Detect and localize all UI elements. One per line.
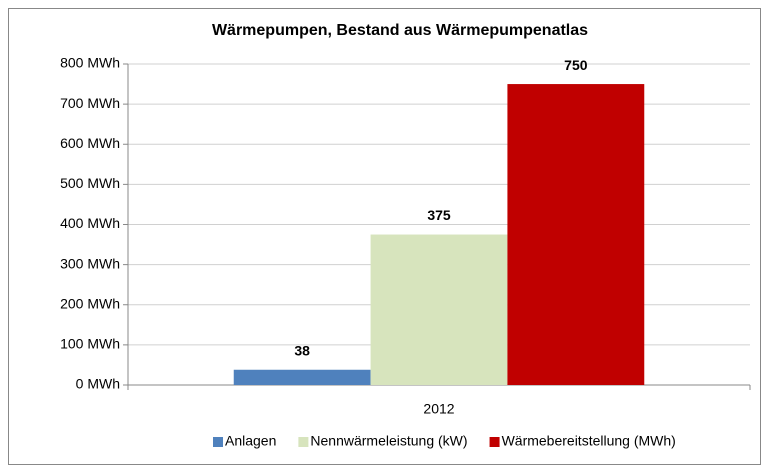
chart-title: Wärmepumpen, Bestand aus Wärmepumpenatla… <box>212 22 588 39</box>
y-tick-label: 0 MWh <box>76 376 120 392</box>
data-label: 750 <box>564 57 588 73</box>
data-label: 375 <box>427 207 451 223</box>
y-tick-label: 600 MWh <box>60 135 120 151</box>
bar <box>507 84 645 385</box>
bar <box>370 234 508 385</box>
legend-swatch <box>213 437 223 447</box>
bar <box>233 369 371 385</box>
y-tick-label: 500 MWh <box>60 175 120 191</box>
y-tick-label: 400 MWh <box>60 215 120 231</box>
y-tick-label: 100 MWh <box>60 336 120 352</box>
y-tick-label: 700 MWh <box>60 95 120 111</box>
legend-label: Wärmebereitstellung (MWh) <box>502 433 676 449</box>
y-tick-label: 300 MWh <box>60 255 120 271</box>
data-label: 38 <box>294 342 310 358</box>
y-tick-label: 200 MWh <box>60 295 120 311</box>
legend-label: Nennwärmeleistung (kW) <box>310 433 467 449</box>
legend-swatch <box>298 437 309 447</box>
y-tick-label: 800 MWh <box>60 55 120 71</box>
legend-swatch <box>489 437 500 447</box>
legend-label: Anlagen <box>225 433 276 449</box>
x-tick-label: 2012 <box>423 401 454 417</box>
